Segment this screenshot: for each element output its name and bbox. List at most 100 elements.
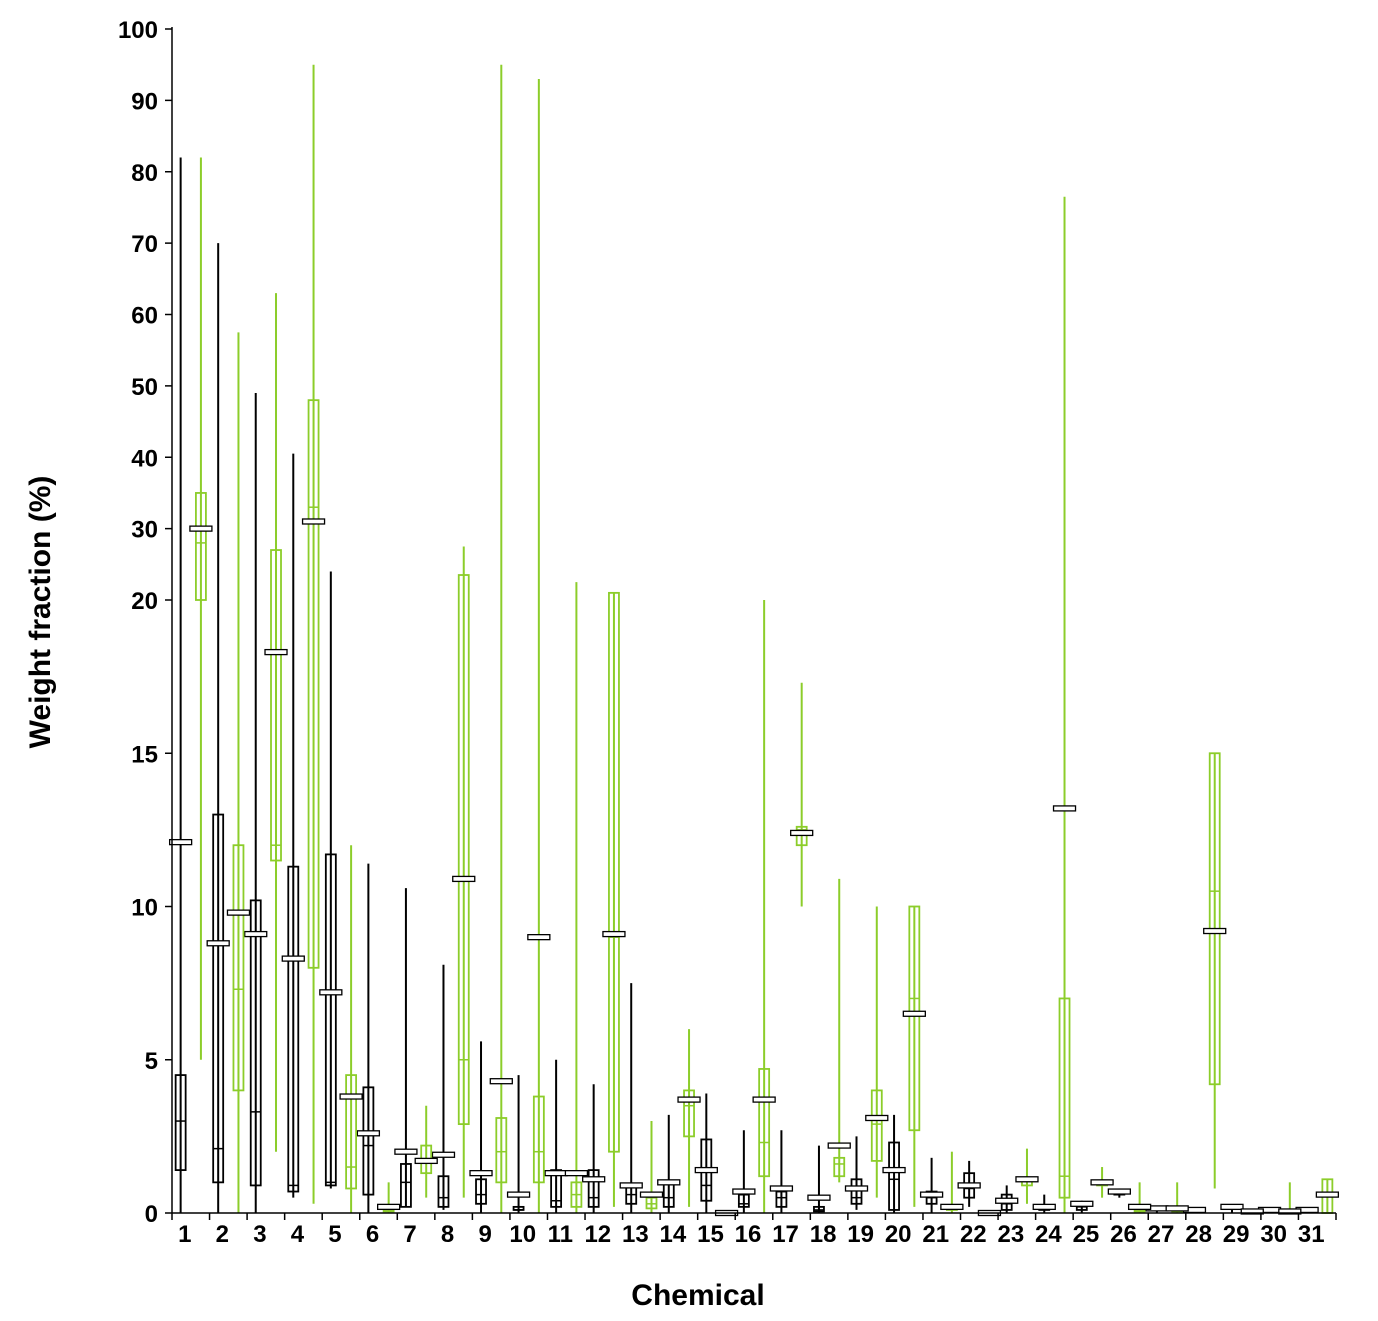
iqr-box	[345, 1074, 358, 1190]
box-black-13	[619, 983, 643, 1213]
x-tick-label: 12	[584, 1221, 611, 1248]
iqr-box	[437, 1175, 450, 1208]
iqr-box	[249, 899, 262, 1187]
box-black-15	[694, 1093, 718, 1213]
iqr-box	[475, 1178, 487, 1205]
mean-marker	[377, 1203, 401, 1211]
mean-marker	[469, 1170, 493, 1177]
mean-marker	[564, 1170, 589, 1177]
mean-marker	[769, 1185, 794, 1192]
mean-marker	[865, 1114, 889, 1122]
box-green-13	[639, 1121, 664, 1213]
mean-marker	[844, 1185, 869, 1192]
x-tick-label: 18	[810, 1221, 837, 1248]
mean-marker	[319, 989, 343, 996]
y-axis-title: Weight fraction (%)	[24, 476, 57, 749]
box-green-2	[226, 332, 251, 1213]
box-green-9	[489, 64, 513, 1213]
mean-marker	[957, 1182, 981, 1189]
mean-marker	[602, 930, 626, 938]
x-tick-label: 13	[622, 1221, 649, 1248]
box-black-21	[919, 1157, 944, 1213]
mean-marker	[339, 1093, 363, 1100]
plot-area	[168, 64, 1340, 1217]
box-green-12	[602, 591, 626, 1207]
mean-marker	[1107, 1188, 1131, 1195]
mean-marker	[1127, 1203, 1152, 1211]
x-tick-label: 8	[441, 1221, 454, 1248]
x-axis-title: Chemical	[631, 1279, 764, 1312]
x-tick-label: 29	[1223, 1221, 1250, 1248]
box-black-17	[769, 1130, 794, 1213]
mean-marker	[1203, 927, 1227, 935]
iqr-box	[1208, 752, 1221, 1086]
mean-marker	[414, 1157, 438, 1165]
mean-marker	[902, 1010, 926, 1017]
x-tick-label: 30	[1260, 1221, 1287, 1248]
x-tick-label: 4	[291, 1221, 305, 1248]
mean-marker	[1015, 1176, 1039, 1183]
box-black-18	[807, 1145, 831, 1213]
x-tick-label: 5	[328, 1221, 341, 1248]
mean-marker	[1052, 805, 1077, 812]
box-black-12	[582, 1084, 606, 1213]
box-black-19	[844, 1136, 869, 1210]
box-black-22	[957, 1160, 981, 1207]
iqr-box	[232, 844, 245, 1092]
y-tick-label: 80	[131, 160, 158, 187]
mean-marker	[882, 1166, 906, 1174]
iqr-box	[587, 1169, 600, 1208]
box-green-7	[414, 1105, 438, 1198]
mean-marker	[206, 940, 230, 947]
box-black-26	[1107, 1188, 1131, 1198]
x-tick-label: 3	[253, 1221, 266, 1248]
iqr-box	[457, 574, 470, 1126]
y-axis: 0 5 10 15 20 30 40 50 60 70 80 90 100	[118, 17, 173, 1228]
mean-marker	[544, 1170, 568, 1177]
y-tick-label: 30	[131, 517, 158, 544]
mean-marker	[582, 1176, 606, 1183]
box-green-6	[377, 1182, 401, 1213]
mean-marker	[1240, 1208, 1264, 1215]
box-black-11	[544, 1059, 568, 1213]
iqr-box	[495, 1117, 508, 1184]
box-green-3	[264, 293, 288, 1152]
box-black-5	[319, 571, 343, 1189]
x-tick-label: 27	[1148, 1221, 1175, 1248]
x-tick-label: 26	[1110, 1221, 1137, 1248]
y-tick-label: 70	[131, 231, 158, 258]
box-green-30	[1278, 1182, 1302, 1215]
box-black-29	[1220, 1203, 1244, 1213]
box-green-5	[339, 845, 363, 1213]
x-tick-label: 2	[216, 1221, 229, 1248]
green-series	[189, 64, 1340, 1217]
iqr-box	[908, 905, 921, 1132]
box-green-8	[452, 546, 476, 1198]
iqr-box	[195, 492, 207, 601]
x-tick-label: 10	[509, 1221, 536, 1248]
y-tick-label: 20	[131, 588, 158, 615]
box-green-31	[1315, 1178, 1340, 1214]
box-green-18	[827, 878, 851, 1183]
box-black-2	[206, 243, 230, 1213]
mean-marker	[1090, 1179, 1114, 1186]
box-green-26	[1127, 1182, 1152, 1213]
iqr-box	[532, 1095, 545, 1184]
x-tick-label: 11	[548, 1221, 573, 1248]
mean-marker	[1032, 1203, 1056, 1211]
x-tick-label: 9	[478, 1221, 491, 1248]
x-tick-label: 7	[403, 1221, 416, 1248]
box-black-4	[281, 453, 305, 1198]
iqr-box	[400, 1163, 412, 1208]
box-green-24	[1052, 196, 1077, 1213]
box-black-9	[469, 1041, 493, 1213]
box-green-19	[865, 906, 889, 1198]
mean-marker	[677, 1096, 701, 1103]
iqr-box	[683, 1089, 695, 1138]
mean-marker	[527, 934, 551, 941]
iqr-box	[758, 1068, 771, 1178]
x-tick-label: 23	[997, 1221, 1024, 1248]
box-green-21	[940, 1151, 964, 1213]
box-black-1	[168, 157, 193, 1213]
